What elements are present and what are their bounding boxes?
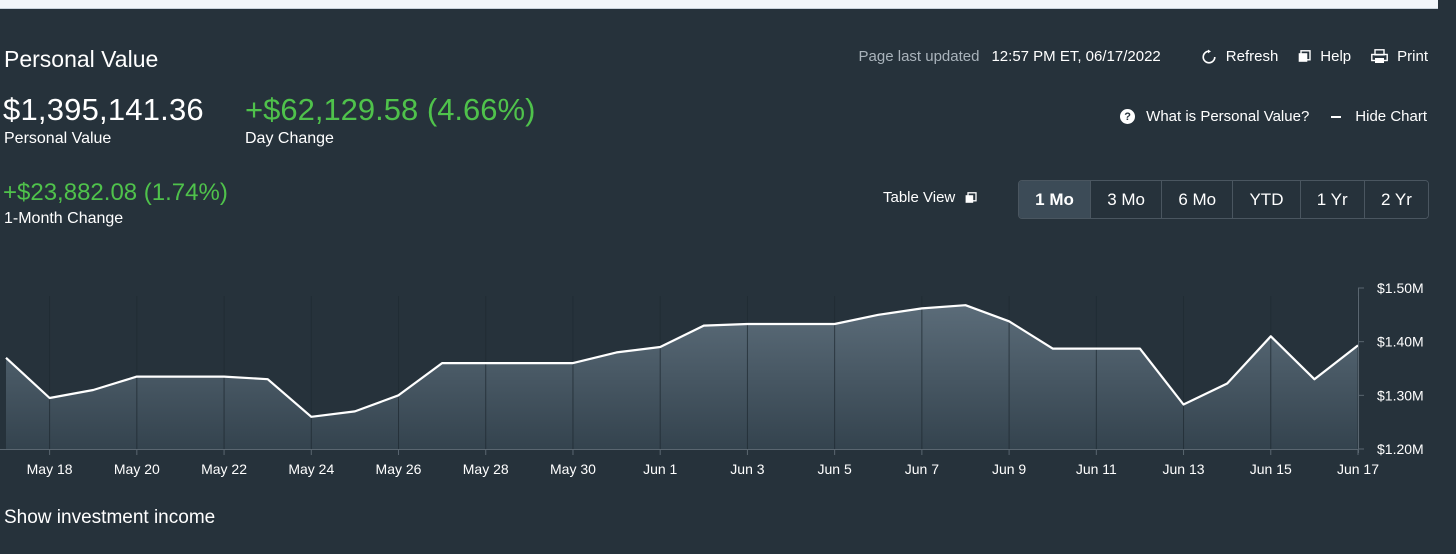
help-icon <box>1298 50 1311 63</box>
chart-x-tick-label: May 30 <box>550 461 596 477</box>
show-investment-income-link[interactable]: Show investment income <box>4 507 216 528</box>
what-is-label: What is Personal Value? <box>1146 108 1310 125</box>
hide-chart-label: Hide Chart <box>1355 108 1427 125</box>
chart-x-tick-label: Jun 5 <box>818 461 852 477</box>
print-label: Print <box>1397 48 1428 65</box>
table-view-link[interactable]: Table View <box>883 189 977 206</box>
header-toolbar: Page last updated 12:57 PM ET, 06/17/202… <box>859 48 1428 65</box>
range-button-2-yr[interactable]: 2 Yr <box>1363 181 1428 218</box>
chart-x-tick-label: May 22 <box>201 461 247 477</box>
print-button[interactable]: Print <box>1371 48 1428 65</box>
updated-value: 12:57 PM ET, 06/17/2022 <box>991 48 1161 65</box>
help-button[interactable]: Help <box>1298 48 1351 65</box>
chart-x-tick-label: Jun 15 <box>1250 461 1292 477</box>
chart-y-tick-label: $1.50M <box>1377 280 1424 296</box>
hide-chart-button[interactable]: Hide Chart <box>1331 108 1427 125</box>
chart-x-tick-label: May 18 <box>27 461 73 477</box>
chart-x-tick-label: May 28 <box>463 461 509 477</box>
chart-x-tick-label: Jun 9 <box>992 461 1026 477</box>
printer-icon <box>1371 49 1389 64</box>
chart-y-tick-label: $1.20M <box>1377 441 1424 457</box>
external-window-icon <box>965 191 977 204</box>
chart-x-tick-label: Jun 1 <box>643 461 677 477</box>
month-change-label: 1-Month Change <box>4 210 124 227</box>
updated-label: Page last updated <box>858 48 980 65</box>
minus-icon <box>1331 115 1342 118</box>
personal-value-chart: May 18 May 20 May 22 May 24 May 26 May 28 May … <box>0 280 1424 477</box>
month-change-amount: +$23,882.08 (1.74%) <box>3 179 228 206</box>
day-change-amount: +$62,129.58 (4.66%) <box>245 92 536 127</box>
chart-x-tick-label: Jun 3 <box>730 461 764 477</box>
chart-x-tick-label: Jun 7 <box>905 461 939 477</box>
personal-value-label: Personal Value <box>4 130 112 147</box>
table-view-label: Table View <box>883 189 956 206</box>
help-label: Help <box>1320 48 1352 65</box>
chart-x-tick-label: May 26 <box>376 461 422 477</box>
chart-x-tick-label: Jun 13 <box>1163 461 1205 477</box>
refresh-label: Refresh <box>1225 48 1279 65</box>
chart-x-tick-label: Jun 11 <box>1076 461 1117 477</box>
range-button-3-mo[interactable]: 3 Mo <box>1090 181 1162 218</box>
chart-x-tick-label: Jun 17 <box>1337 461 1379 477</box>
time-range-selector: 1 Mo 3 Mo 6 Mo YTD 1 Yr 2 Yr <box>1018 180 1429 219</box>
page-title: Personal Value <box>4 46 159 72</box>
chart-links: ? What is Personal Value? Hide Chart <box>1098 108 1427 125</box>
top-strip-edge <box>1438 0 1456 9</box>
range-button-ytd[interactable]: YTD <box>1232 181 1300 218</box>
chart-y-tick-label: $1.30M <box>1377 387 1424 403</box>
chart-y-tick-label: $1.40M <box>1377 334 1424 350</box>
range-button-1-mo[interactable]: 1 Mo <box>1019 181 1091 218</box>
chart-series-line <box>5 304 1359 418</box>
refresh-icon <box>1201 49 1217 65</box>
day-change-label: Day Change <box>245 130 334 147</box>
range-button-6-mo[interactable]: 6 Mo <box>1161 181 1233 218</box>
what-is-personal-value-link[interactable]: ? What is Personal Value? <box>1120 108 1309 125</box>
refresh-button[interactable]: Refresh <box>1201 48 1279 65</box>
personal-value-amount: $1,395,141.36 <box>3 92 204 127</box>
question-icon: ? <box>1120 109 1136 124</box>
top-strip <box>0 0 1438 9</box>
chart-x-tick-label: May 20 <box>114 461 160 477</box>
chart-x-tick-label: May 24 <box>288 461 334 477</box>
range-button-1-yr[interactable]: 1 Yr <box>1299 181 1364 218</box>
